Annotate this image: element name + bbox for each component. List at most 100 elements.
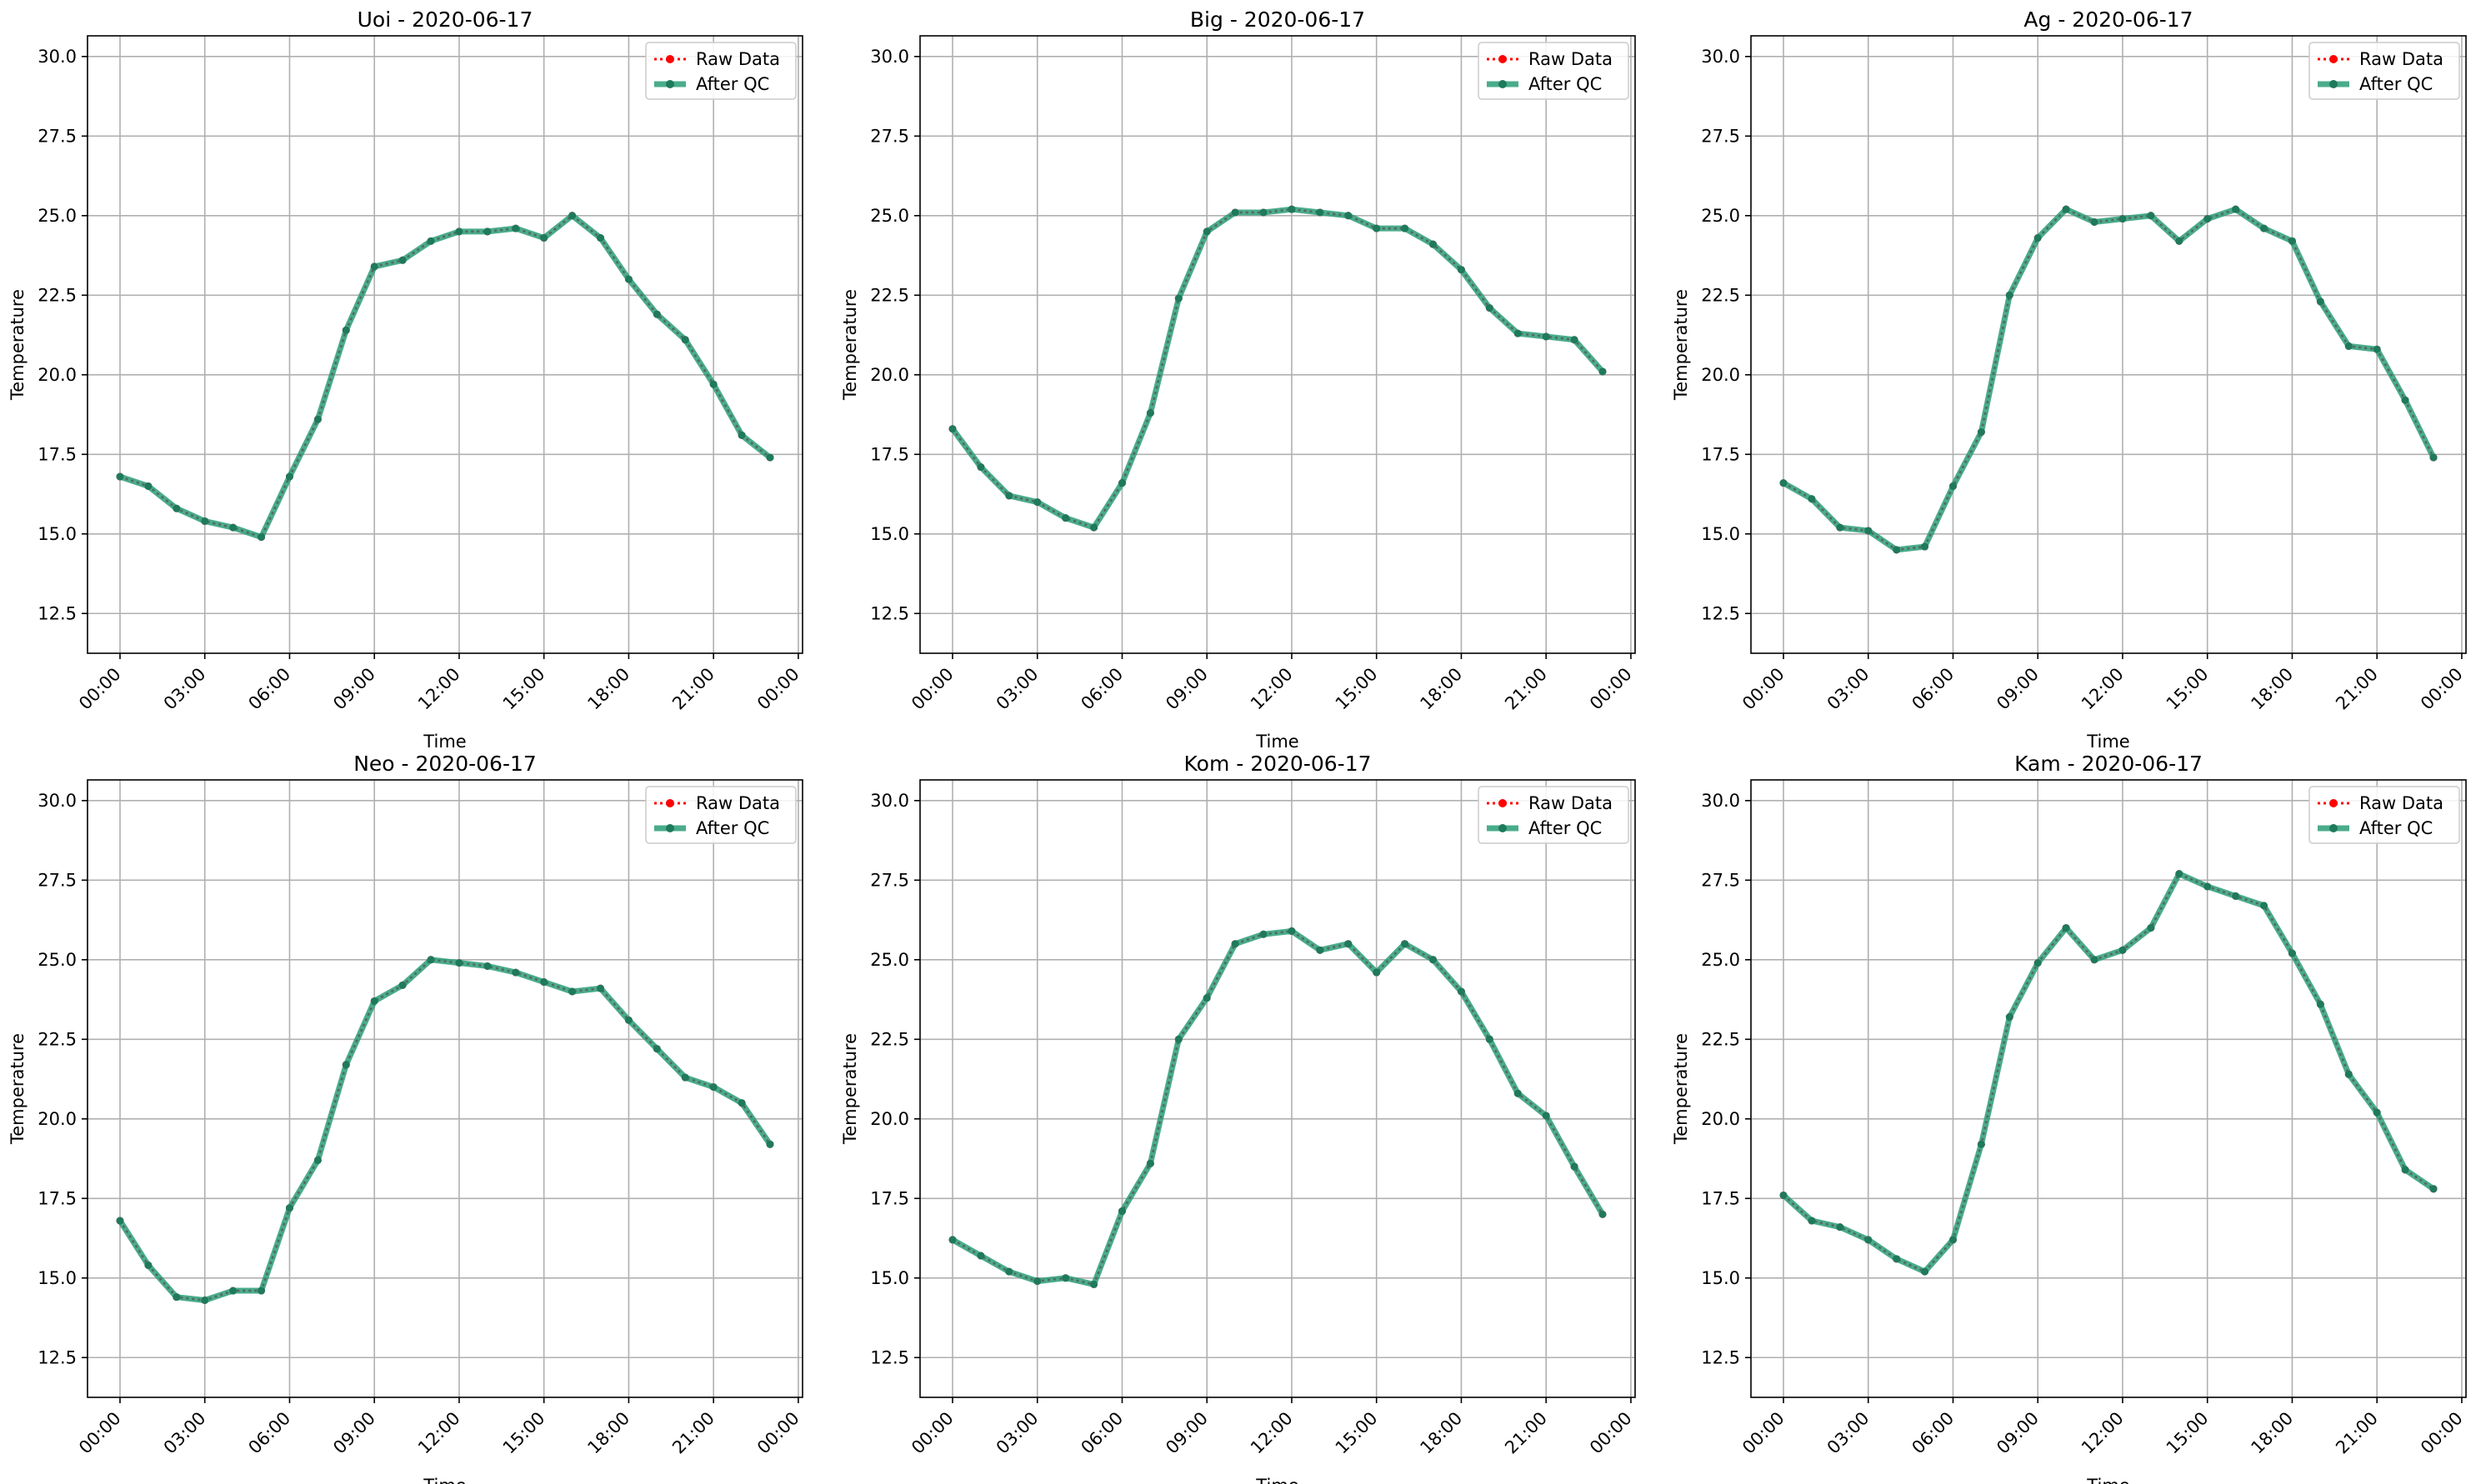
- x-tick-label: 00:00: [908, 664, 958, 714]
- legend-label-raw-data: Raw Data: [696, 49, 780, 69]
- y-tick-label: 15.0: [870, 1268, 909, 1288]
- data-point-after-qc: [1921, 542, 1929, 551]
- y-tick-label: 22.5: [38, 285, 77, 305]
- data-point-after-qc: [455, 959, 463, 967]
- data-point-after-qc: [2090, 956, 2098, 964]
- x-axis-label: Time: [2086, 732, 2129, 752]
- data-point-after-qc: [1005, 1267, 1013, 1276]
- data-point-after-qc: [2147, 924, 2155, 932]
- x-tick-label: 21:00: [668, 664, 718, 714]
- data-point-after-qc: [229, 523, 238, 532]
- axes-frame: [1750, 35, 2467, 654]
- y-tick-label: 20.0: [38, 1109, 77, 1129]
- data-point-after-qc: [512, 224, 520, 232]
- data-point-after-qc: [1401, 224, 1409, 232]
- y-tick-label: 27.5: [38, 126, 77, 146]
- data-point-after-qc: [2118, 215, 2127, 223]
- x-tick-label: 18:00: [2247, 664, 2297, 714]
- chart-title: Big - 2020-06-17: [1190, 7, 1365, 32]
- chart-panel: 00:00 03:00 06:00 09:00 12:00 15:00 18:00 21:00…: [840, 752, 1636, 1484]
- y-tick-label: 20.0: [38, 365, 77, 385]
- data-point-after-qc: [1090, 523, 1098, 532]
- x-tick-label: 09:00: [1993, 664, 2043, 714]
- data-point-after-qc: [977, 1252, 985, 1260]
- chart-title: Uoi - 2020-06-17: [358, 7, 533, 32]
- y-tick-label: 30.0: [1701, 47, 1740, 67]
- data-point-after-qc: [144, 1261, 153, 1269]
- series-line-raw-data-overlay: [119, 214, 771, 538]
- series-line-raw-data-overlay: [1783, 872, 2434, 1273]
- y-tick-label: 15.0: [870, 524, 909, 544]
- legend-label-after-qc: After QC: [696, 818, 769, 838]
- y-tick-label: 25.0: [870, 950, 909, 970]
- x-tick-label: 12:00: [2078, 1408, 2128, 1458]
- legend-label-raw-data: Raw Data: [1528, 793, 1613, 813]
- chart-panel: 00:00 03:00 06:00 09:00 12:00 15:00 18:00 21:00…: [1671, 752, 2467, 1484]
- data-point-after-qc: [229, 1287, 238, 1295]
- legend-label-after-qc: After QC: [2359, 74, 2433, 94]
- data-point-after-qc: [1948, 1236, 1957, 1244]
- data-point-after-qc: [1174, 1035, 1183, 1043]
- data-point-after-qc: [2373, 345, 2381, 353]
- data-point-after-qc: [1457, 987, 1465, 996]
- x-tick-label: 21:00: [1501, 1408, 1551, 1458]
- data-point-after-qc: [1259, 930, 1268, 938]
- data-point-after-qc: [173, 504, 181, 512]
- x-tick-label: 03:00: [993, 664, 1043, 714]
- y-tick-label: 17.5: [1701, 1188, 1740, 1208]
- legend-marker-raw-data: [666, 55, 674, 63]
- y-tick-label: 15.0: [38, 524, 77, 544]
- data-point-after-qc: [116, 472, 124, 481]
- data-point-after-qc: [1836, 523, 1844, 532]
- data-point-after-qc: [1203, 227, 1211, 236]
- data-point-after-qc: [540, 978, 548, 987]
- chart-title: Ag - 2020-06-17: [2023, 7, 2193, 32]
- x-tick-label: 00:00: [1586, 664, 1636, 714]
- data-point-after-qc: [285, 472, 293, 481]
- data-point-after-qc: [398, 256, 407, 264]
- data-point-after-qc: [313, 1156, 322, 1164]
- data-point-after-qc: [1118, 1207, 1126, 1216]
- x-tick-label: 03:00: [1823, 664, 1873, 714]
- x-tick-label: 18:00: [583, 1408, 633, 1458]
- data-point-after-qc: [540, 234, 548, 242]
- x-tick-label: 15:00: [1332, 1408, 1382, 1458]
- data-point-after-qc: [201, 1297, 209, 1305]
- y-tick-label: 25.0: [38, 206, 77, 226]
- data-point-after-qc: [2429, 1185, 2438, 1193]
- series-line-raw-data: [118, 958, 772, 1302]
- data-point-after-qc: [1231, 208, 1239, 217]
- y-tick-label: 30.0: [870, 47, 909, 67]
- data-point-after-qc: [455, 227, 463, 236]
- data-point-after-qc: [1864, 1236, 1873, 1244]
- data-point-after-qc: [2288, 949, 2296, 957]
- data-point-after-qc: [1598, 367, 1607, 376]
- x-tick-label: 09:00: [1993, 1408, 2043, 1458]
- axes-frame: [87, 779, 803, 1398]
- x-tick-label: 00:00: [2417, 664, 2467, 714]
- x-tick-label: 06:00: [244, 664, 294, 714]
- y-tick-label: 22.5: [1701, 285, 1740, 305]
- chart-panel: 00:00 03:00 06:00 09:00 12:00 15:00 18:00 21:00…: [840, 7, 1636, 752]
- data-point-after-qc: [258, 1287, 266, 1295]
- data-point-after-qc: [1373, 224, 1381, 232]
- x-tick-label: 00:00: [2417, 1408, 2467, 1458]
- legend-marker-raw-data: [2329, 799, 2338, 807]
- series-line-raw-data: [1782, 872, 2434, 1273]
- y-tick-label: 27.5: [870, 126, 909, 146]
- data-point-after-qc: [1231, 940, 1239, 948]
- legend-marker-raw-data: [2329, 55, 2338, 63]
- data-point-after-qc: [2316, 297, 2324, 306]
- y-axis-label: Temperature: [1671, 289, 1691, 401]
- y-tick-label: 25.0: [870, 206, 909, 226]
- y-tick-label: 20.0: [1701, 365, 1740, 385]
- data-point-after-qc: [766, 453, 774, 462]
- x-tick-label: 15:00: [499, 1408, 549, 1458]
- legend: Raw Data After QC: [2308, 786, 2460, 844]
- y-tick-label: 20.0: [870, 1109, 909, 1129]
- x-tick-label: 12:00: [414, 664, 464, 714]
- data-point-after-qc: [1457, 266, 1465, 274]
- data-point-after-qc: [1146, 409, 1154, 417]
- data-point-after-qc: [2232, 205, 2240, 213]
- data-point-after-qc: [766, 1140, 774, 1148]
